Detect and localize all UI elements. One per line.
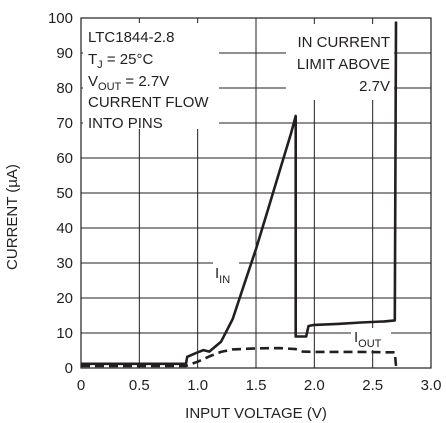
iin-main: I (215, 265, 219, 282)
iout-sub: OUT (358, 338, 382, 350)
x-tick-label-2.0: 2.0 (304, 377, 325, 394)
series-line-i-in (81, 21, 398, 366)
temp-sub: J (97, 59, 103, 71)
limit-note-line2: LIMIT ABOVE (297, 56, 390, 73)
x-axis-label: INPUT VOLTAGE (V) (185, 405, 327, 422)
limit-note-line3: 2.7V (359, 78, 390, 95)
limit-note-box-bg (286, 24, 394, 100)
x-tick-label-2.5: 2.5 (362, 377, 383, 394)
vout-rest: = 2.7V (121, 73, 169, 90)
y-tick-label-90: 90 (56, 45, 73, 62)
current-flow-label-line2: INTO PINS (88, 115, 163, 132)
y-tick-label-60: 60 (56, 150, 73, 167)
y-tick-label-20: 20 (56, 290, 73, 307)
junction-temp-label: TJ = 25°C (88, 51, 153, 71)
iin-label-bg (213, 262, 239, 289)
plot-frame (80, 17, 432, 369)
iin-sub: IN (219, 274, 230, 286)
x-tick-label-0.5: 0.5 (129, 377, 150, 394)
iin-series-label: IIN (215, 265, 230, 286)
y-axis-label: CURRENT (µA) (4, 164, 21, 270)
y-tick-label-80: 80 (56, 80, 73, 97)
y-tick-label-10: 10 (56, 325, 73, 342)
temp-rest: = 25°C (103, 51, 154, 68)
iout-main: I (354, 329, 358, 346)
vout-main: V (88, 73, 98, 90)
limit-note-line1: IN CURRENT (298, 34, 391, 51)
x-tick-label-1.5: 1.5 (246, 377, 267, 394)
y-tick-labels: 0 10 20 30 40 50 60 70 80 90 100 (48, 10, 73, 377)
y-tick-label-30: 30 (56, 255, 73, 272)
series-line-i-out (81, 346, 398, 368)
series-group (81, 21, 398, 368)
vout-label: VOUT = 2.7V (88, 73, 169, 93)
temp-main: T (88, 51, 97, 68)
iout-series-label: IOUT (354, 329, 382, 350)
x-tick-labels: 0 0.5 1.0 1.5 2.0 2.5 3.0 (77, 377, 442, 394)
y-tick-label-0: 0 (65, 360, 73, 377)
conditions-box-bg (83, 23, 219, 129)
iout-label-bg (351, 328, 391, 350)
x-tick-label-1.0: 1.0 (187, 377, 208, 394)
y-tick-label-100: 100 (48, 10, 73, 27)
part-number-label: LTC1844-2.8 (88, 29, 174, 46)
y-tick-label-40: 40 (56, 220, 73, 237)
x-tick-label-0: 0 (77, 377, 85, 394)
x-tick-label-3.0: 3.0 (421, 377, 442, 394)
y-tick-label-70: 70 (56, 115, 73, 132)
vout-sub: OUT (98, 81, 122, 93)
y-tick-label-50: 50 (56, 185, 73, 202)
current-flow-label-line1: CURRENT FLOW (88, 94, 209, 111)
